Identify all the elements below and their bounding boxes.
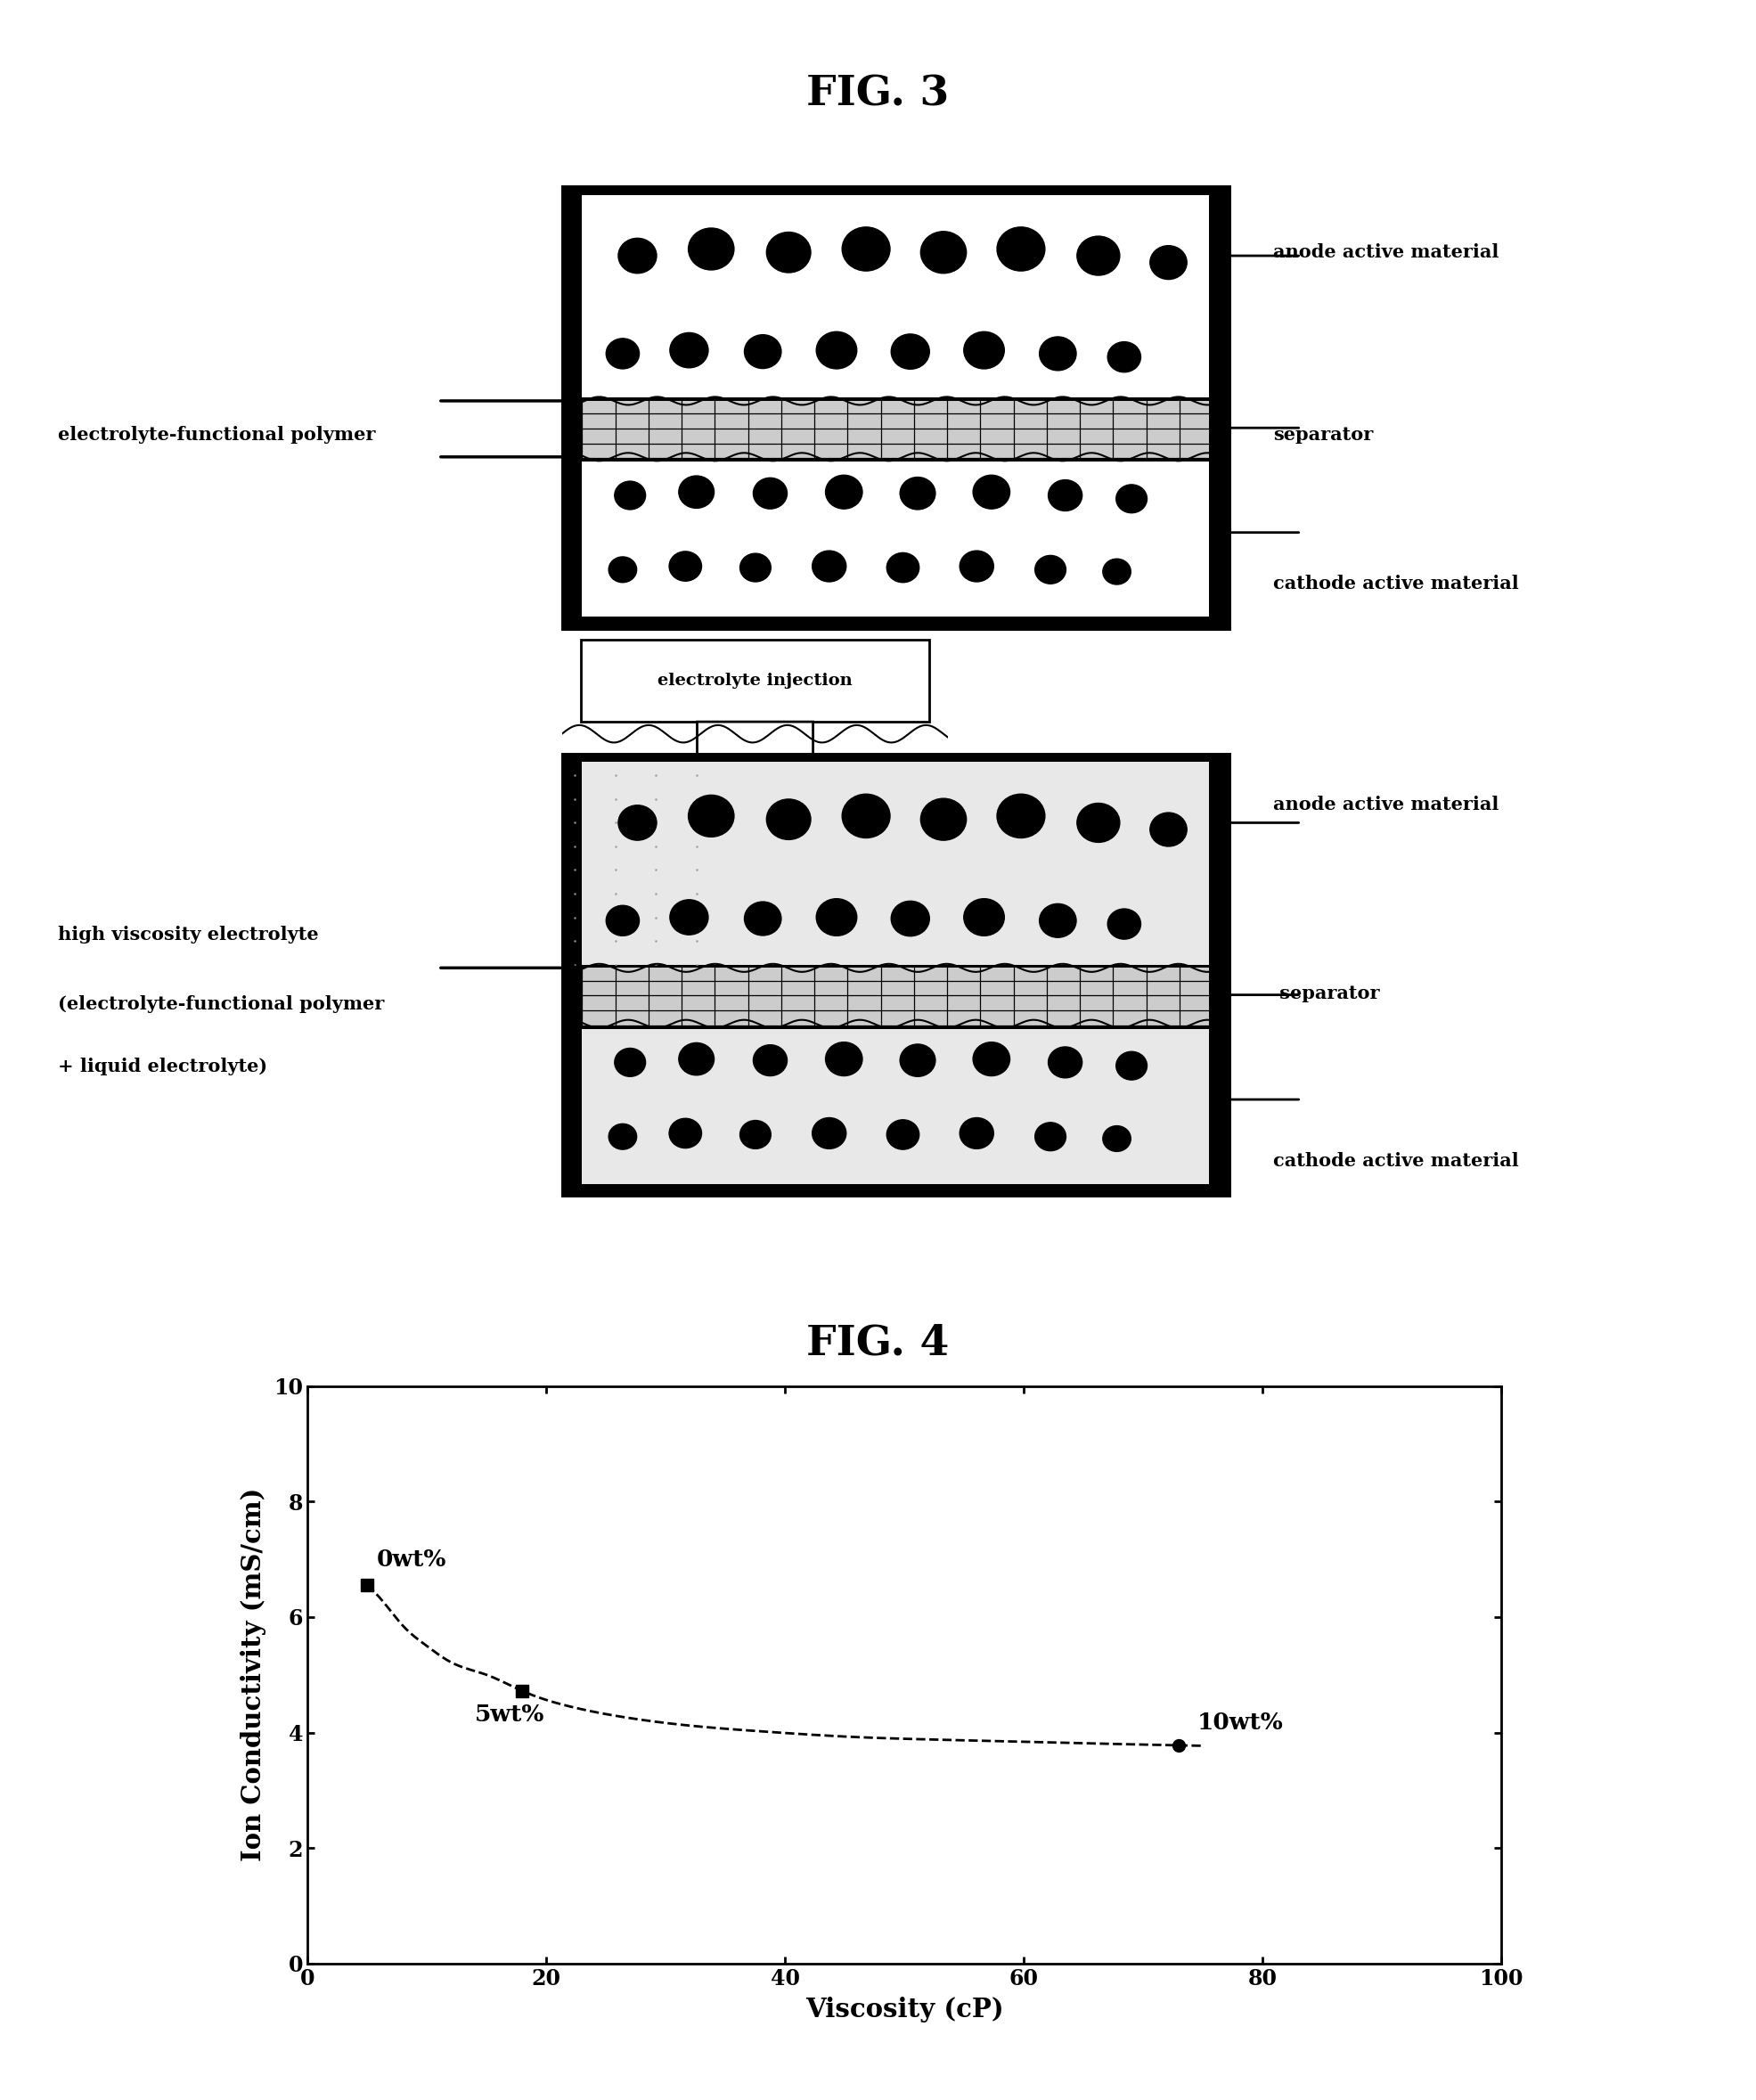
Ellipse shape [1040,336,1076,370]
X-axis label: Viscosity (cP): Viscosity (cP) [806,1997,1003,2022]
FancyBboxPatch shape [564,756,1227,1195]
Ellipse shape [1076,802,1120,842]
Ellipse shape [1117,1052,1147,1079]
Ellipse shape [1076,235,1120,275]
Ellipse shape [1150,246,1187,279]
Ellipse shape [1034,1121,1066,1151]
Text: FIG. 4: FIG. 4 [806,1323,950,1365]
Ellipse shape [609,1124,637,1149]
Text: electrolyte injection: electrolyte injection [658,672,852,689]
Ellipse shape [973,475,1010,508]
Ellipse shape [1108,909,1141,939]
FancyBboxPatch shape [581,640,929,722]
Text: cathode active material: cathode active material [1273,575,1519,592]
Ellipse shape [766,800,811,840]
Ellipse shape [1048,1048,1082,1077]
Polygon shape [632,722,878,857]
Ellipse shape [1103,1126,1131,1151]
Text: separator: separator [1273,985,1380,1002]
Text: 10wt%: 10wt% [1198,1712,1284,1735]
Ellipse shape [609,556,637,582]
Ellipse shape [688,796,734,838]
Ellipse shape [964,899,1004,937]
Ellipse shape [817,899,857,937]
Bar [581,195,1208,397]
Ellipse shape [618,237,657,273]
Ellipse shape [901,1044,936,1077]
Bar [581,462,1208,617]
FancyBboxPatch shape [564,189,1227,628]
Ellipse shape [920,231,966,273]
Ellipse shape [920,798,966,840]
Ellipse shape [1048,481,1082,510]
Ellipse shape [887,552,918,582]
Ellipse shape [766,233,811,273]
Ellipse shape [961,550,994,582]
Text: 5wt%: 5wt% [474,1703,544,1726]
Y-axis label: Ion Conductivity (mS/cm): Ion Conductivity (mS/cm) [241,1489,267,1861]
Text: 0wt%: 0wt% [376,1548,446,1571]
Ellipse shape [813,1117,846,1149]
Ellipse shape [669,899,708,934]
Ellipse shape [961,1117,994,1149]
Ellipse shape [817,332,857,370]
Bar [581,968,1208,1025]
Ellipse shape [615,481,646,510]
Ellipse shape [618,804,657,840]
Bar [581,762,1208,964]
Ellipse shape [843,794,890,838]
Ellipse shape [680,1044,715,1075]
Ellipse shape [890,901,929,937]
Text: (electrolyte-functional polymer: (electrolyte-functional polymer [58,995,385,1012]
Ellipse shape [606,905,639,937]
Bar [581,401,1208,458]
Text: high viscosity electrolyte: high viscosity electrolyte [58,926,318,943]
Ellipse shape [739,554,771,582]
Ellipse shape [1117,485,1147,512]
Ellipse shape [973,1042,1010,1075]
Text: anode active material: anode active material [1273,796,1500,813]
Ellipse shape [745,334,781,368]
Ellipse shape [739,1121,771,1149]
Text: electrolyte-functional polymer: electrolyte-functional polymer [58,426,376,443]
Ellipse shape [753,1046,787,1075]
Ellipse shape [680,477,715,508]
Ellipse shape [1034,556,1066,584]
Ellipse shape [753,479,787,508]
Ellipse shape [606,338,639,370]
Ellipse shape [813,550,846,582]
Ellipse shape [1150,813,1187,846]
Ellipse shape [890,334,929,370]
Ellipse shape [887,1119,918,1149]
Ellipse shape [843,227,890,271]
Ellipse shape [997,794,1045,838]
Ellipse shape [825,1042,862,1075]
Ellipse shape [669,1119,702,1149]
Ellipse shape [1103,559,1131,584]
Ellipse shape [669,552,702,582]
Ellipse shape [745,901,781,934]
Ellipse shape [669,332,708,368]
Ellipse shape [1040,903,1076,937]
Ellipse shape [825,475,862,508]
Ellipse shape [615,1048,646,1077]
Ellipse shape [901,477,936,510]
Ellipse shape [964,332,1004,370]
Ellipse shape [688,229,734,271]
Ellipse shape [997,227,1045,271]
Text: anode active material: anode active material [1273,244,1500,260]
Bar [581,1029,1208,1184]
Text: FIG. 3: FIG. 3 [806,74,950,116]
Ellipse shape [1108,342,1141,372]
Text: separator: separator [1273,426,1373,443]
Text: cathode active material: cathode active material [1273,1153,1519,1170]
Text: + liquid electrolyte): + liquid electrolyte) [58,1058,267,1075]
